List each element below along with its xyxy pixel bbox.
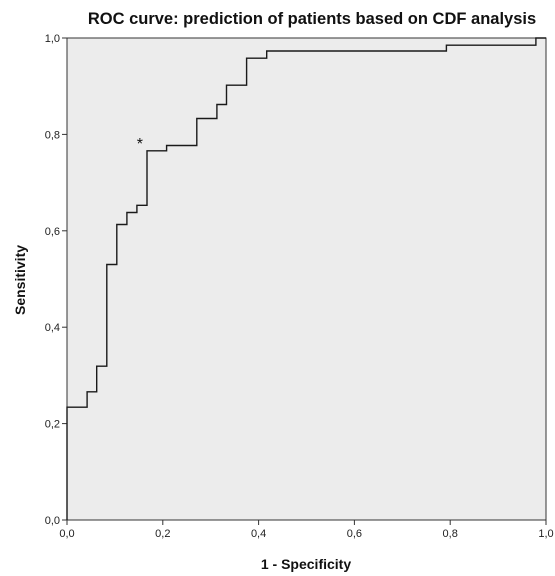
x-tick-label: 0,4 xyxy=(251,528,266,540)
y-tick-label: 0,8 xyxy=(45,129,60,141)
plot-background xyxy=(66,37,547,521)
roc-curve-line xyxy=(66,37,546,520)
y-tick-label: 0,0 xyxy=(45,515,60,527)
x-tick-label: 0,8 xyxy=(443,528,458,540)
y-tick-label: 1,0 xyxy=(45,33,60,45)
x-tick-label: 0,0 xyxy=(59,528,74,540)
optimal-point-marker: * xyxy=(137,136,143,153)
x-tick-label: 0,2 xyxy=(155,528,170,540)
y-axis-label: Sensitivity xyxy=(12,245,28,315)
chart-title: ROC curve: prediction of patients based … xyxy=(88,10,536,28)
y-tick-label: 0,2 xyxy=(45,419,60,431)
y-tick-label: 0,4 xyxy=(45,322,60,334)
x-axis-label: 1 - Specificity xyxy=(261,556,351,572)
plot-area: 0,0 0,2 0,4 0,6 0,8 1,0 0,0 0,2 0,4 0,6 0,8 1,0 * xyxy=(45,33,554,540)
x-tick-label: 0,6 xyxy=(347,528,362,540)
y-tick-label: 0,6 xyxy=(45,226,60,238)
x-tick-label: 1,0 xyxy=(538,528,553,540)
